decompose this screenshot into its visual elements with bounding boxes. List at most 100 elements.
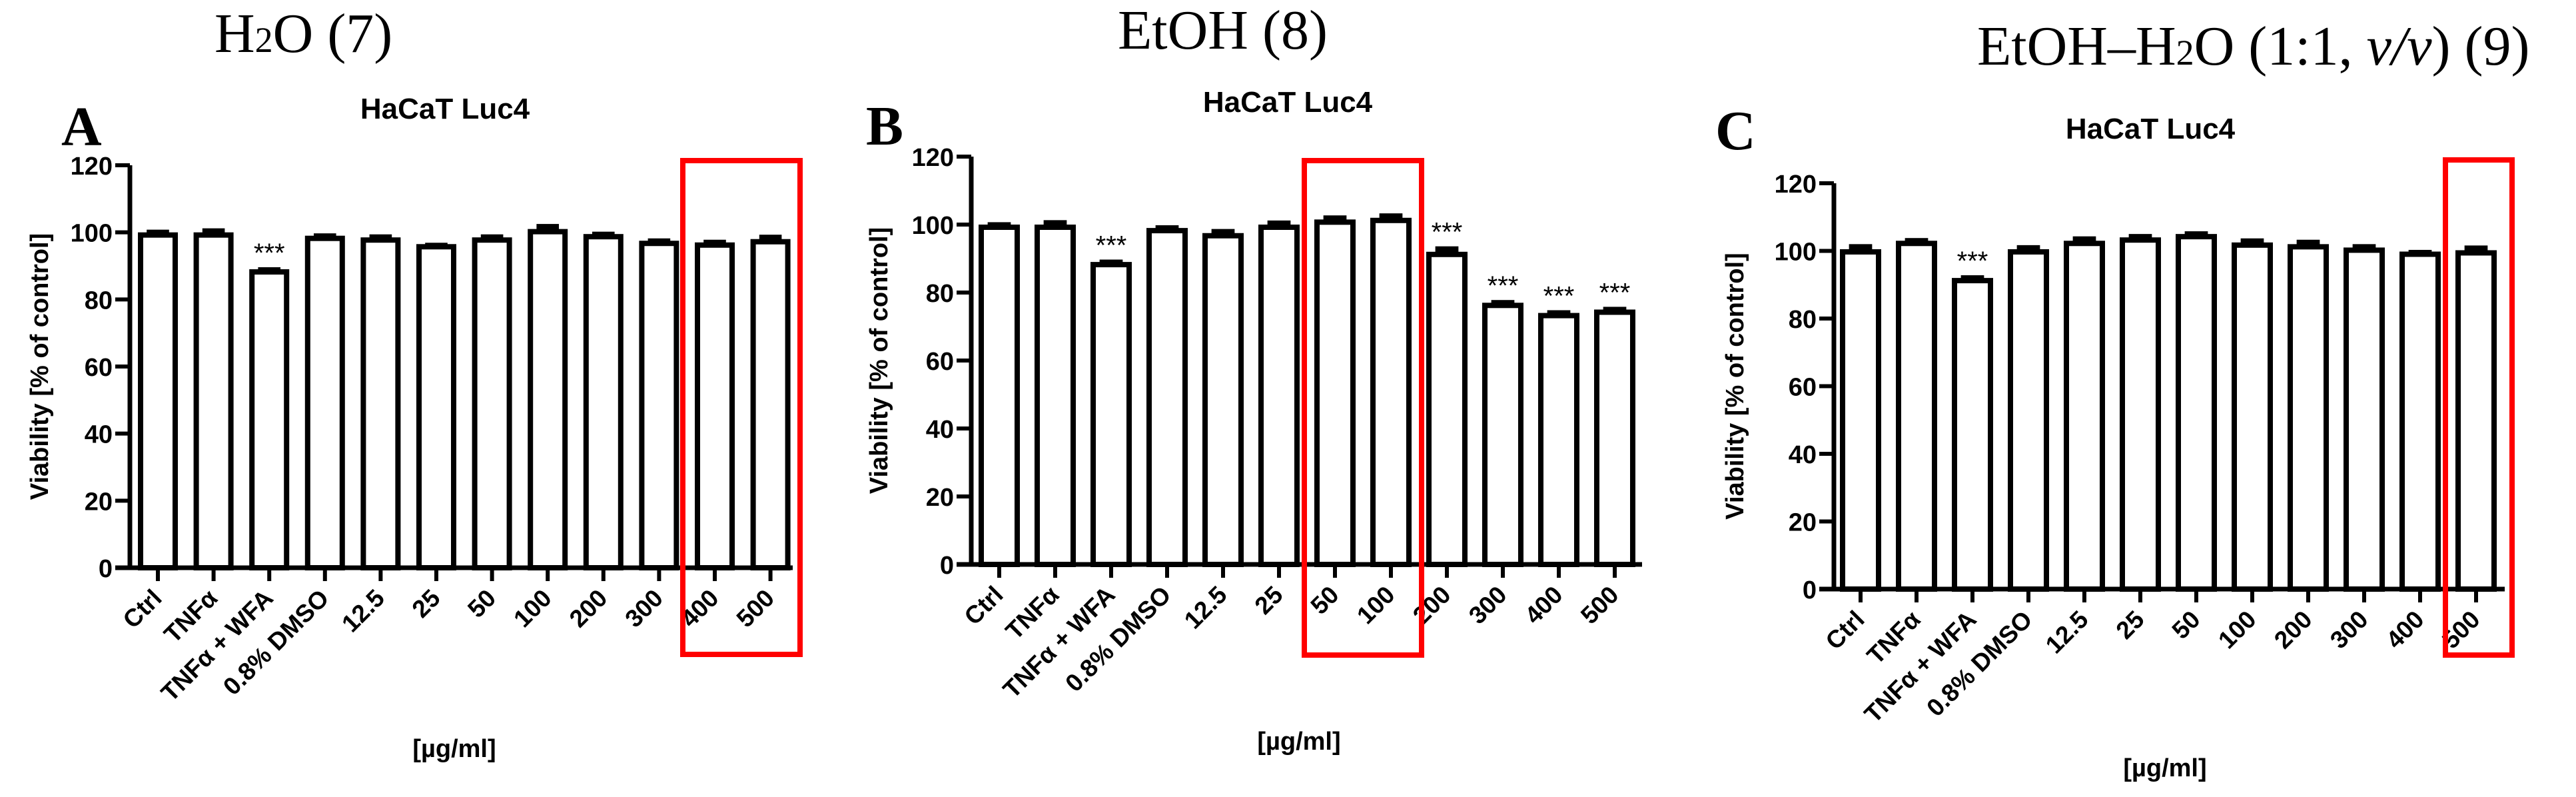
error-bar bbox=[480, 234, 504, 241]
y-tick-label: 20 bbox=[85, 488, 113, 516]
x-tick-label: 100 bbox=[508, 584, 557, 633]
x-tick-label: 50 bbox=[1306, 581, 1344, 620]
y-tick-label: 20 bbox=[1789, 509, 1817, 537]
error-bar bbox=[1323, 215, 1347, 223]
bar bbox=[1146, 228, 1188, 567]
error-bar bbox=[2352, 244, 2376, 251]
panel-b: EtOH (8) B HaCaT Luc4 Viability [% of contr… bbox=[865, 0, 1642, 756]
y-axis-title: Viability [% of control] bbox=[1721, 253, 1749, 519]
bar bbox=[304, 235, 345, 570]
bar bbox=[249, 269, 290, 570]
x-tick-label: Ctrl bbox=[959, 581, 1009, 630]
bar bbox=[2008, 249, 2049, 592]
error-bar bbox=[1155, 225, 1179, 231]
heading-rest: O (1:1, bbox=[2194, 15, 2367, 77]
error-bar bbox=[1211, 229, 1235, 236]
x-axis-title: [µg/ml] bbox=[1257, 728, 1340, 756]
x-tick-label: 25 bbox=[407, 584, 446, 623]
bar-group bbox=[979, 222, 1020, 567]
bar bbox=[2344, 247, 2385, 592]
bar-group bbox=[472, 234, 512, 570]
bar-group bbox=[304, 233, 345, 570]
error-bar bbox=[703, 239, 726, 245]
x-tick-label: Ctrl bbox=[118, 584, 167, 634]
significance-marker: *** bbox=[1432, 218, 1463, 247]
highlight-box bbox=[680, 158, 803, 657]
error-bar bbox=[2184, 231, 2208, 237]
x-tick-label: 400 bbox=[2381, 606, 2429, 654]
x-tick-label: 200 bbox=[1408, 581, 1456, 630]
bar bbox=[1482, 303, 1523, 567]
x-tick-label: 12.5 bbox=[2040, 606, 2094, 659]
x-axis-title: [µg/ml] bbox=[412, 735, 496, 763]
bar-group bbox=[1202, 229, 1244, 567]
error-bar bbox=[1267, 220, 1291, 227]
x-tick-label: 300 bbox=[2325, 606, 2373, 654]
bar-group bbox=[1896, 238, 1937, 592]
y-axis-title: Viability [% of control] bbox=[865, 227, 893, 494]
bar-group bbox=[1594, 307, 1635, 567]
panel-letter: B bbox=[866, 95, 903, 157]
bar-group bbox=[2455, 245, 2497, 592]
bar bbox=[2399, 251, 2441, 592]
error-bar bbox=[536, 224, 559, 232]
heading-main: H bbox=[215, 3, 255, 65]
heading-subscript: 2 bbox=[255, 20, 273, 60]
panel-heading: EtOH–H2O (1:1, v/v) (9) bbox=[1977, 15, 2529, 77]
significance-marker: *** bbox=[1957, 247, 1988, 276]
bar bbox=[360, 237, 401, 570]
bar bbox=[1952, 278, 1993, 592]
bar-group bbox=[2008, 245, 2049, 592]
heading-subscript: 2 bbox=[2176, 33, 2194, 73]
bar bbox=[695, 242, 735, 570]
y-tick-label: 120 bbox=[912, 144, 954, 172]
error-bar bbox=[2464, 245, 2488, 253]
error-bar bbox=[1043, 220, 1067, 227]
bar-group bbox=[1370, 213, 1412, 567]
x-tick-label: 50 bbox=[462, 584, 501, 623]
heading-main: EtOH (8) bbox=[1118, 0, 1328, 61]
bar-group bbox=[1840, 244, 1881, 592]
x-tick-label: 50 bbox=[2167, 606, 2206, 644]
heading-rest: O (7) bbox=[273, 3, 393, 65]
y-tick-label: 40 bbox=[85, 421, 113, 449]
bar bbox=[1896, 241, 1937, 592]
bar bbox=[1258, 225, 1300, 567]
bar bbox=[750, 239, 791, 570]
bar-group bbox=[1258, 220, 1300, 567]
bar bbox=[472, 237, 512, 570]
x-tick-label: 12.5 bbox=[1179, 581, 1232, 634]
bar bbox=[639, 241, 679, 570]
bar-group bbox=[360, 234, 401, 570]
panel-heading: H2O (7) bbox=[215, 3, 392, 65]
x-tick-label: 100 bbox=[1352, 581, 1400, 630]
bar bbox=[138, 232, 178, 570]
heading-italic: v/v bbox=[2367, 15, 2433, 77]
y-tick-label: 0 bbox=[99, 555, 113, 583]
chart-title: HaCaT Luc4 bbox=[2066, 113, 2236, 145]
bar bbox=[193, 232, 234, 570]
bar-group bbox=[2288, 239, 2329, 592]
bar bbox=[1594, 309, 1635, 567]
bar-group bbox=[583, 231, 624, 570]
bar bbox=[2120, 237, 2161, 592]
error-bar bbox=[202, 228, 225, 235]
bar-group bbox=[2120, 234, 2161, 592]
bar-group bbox=[1090, 259, 1132, 567]
bar-group bbox=[1538, 310, 1579, 567]
error-bar bbox=[1905, 238, 1929, 244]
y-axis-title: Viability [% of control] bbox=[26, 233, 54, 500]
y-tick-label: 20 bbox=[926, 484, 954, 512]
bar-group bbox=[1426, 246, 1468, 567]
bar bbox=[1840, 249, 1881, 592]
y-tick-label: 0 bbox=[1803, 576, 1817, 604]
significance-marker: *** bbox=[1599, 278, 1631, 307]
bar bbox=[2176, 234, 2217, 592]
error-bar bbox=[2016, 245, 2040, 252]
error-bar bbox=[759, 235, 782, 242]
error-bar bbox=[1547, 310, 1571, 316]
bar bbox=[979, 225, 1020, 567]
panel-a: H2O (7) A HaCaT Luc4 Viability [% of contro… bbox=[26, 3, 803, 763]
x-tick-label: 400 bbox=[1519, 581, 1568, 630]
